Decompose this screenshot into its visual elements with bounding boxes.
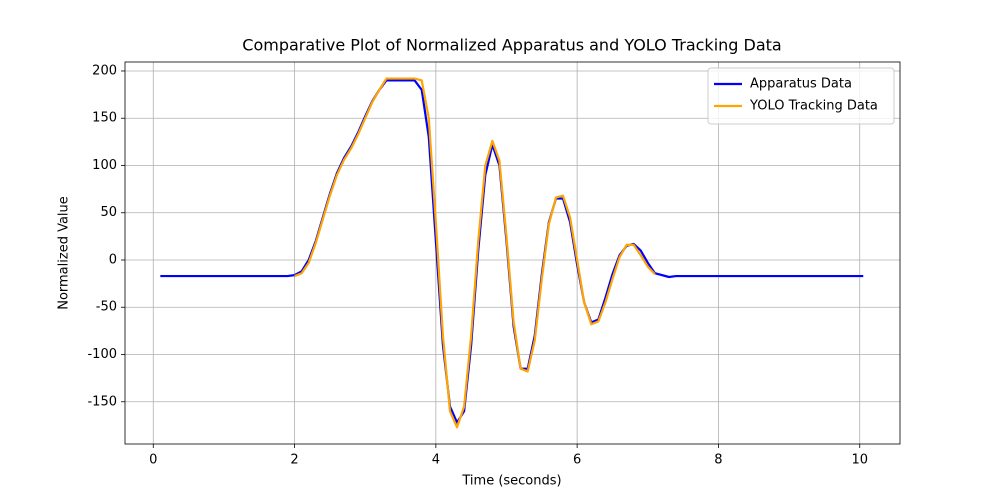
chart-title: Comparative Plot of Normalized Apparatus… — [242, 36, 781, 55]
legend-box — [707, 67, 895, 125]
x-tick-label: 2 — [290, 453, 298, 468]
x-tick-label: 6 — [573, 453, 581, 468]
y-tick-label: -100 — [87, 347, 117, 362]
y-tick-label: 200 — [92, 63, 117, 78]
y-tick-label: 100 — [92, 158, 117, 173]
y-tick-label: -150 — [87, 394, 117, 409]
y-axis-label: Normalized Value — [57, 196, 72, 310]
legend-label: YOLO Tracking Data — [749, 99, 878, 114]
y-tick-label: 0 — [109, 252, 117, 267]
plot-frame — [124, 61, 901, 445]
legend: Apparatus Data YOLO Tracking Data — [707, 67, 895, 125]
x-tick-label: 8 — [714, 453, 722, 468]
legend-label: Apparatus Data — [750, 77, 852, 92]
y-tick-label: 50 — [100, 205, 117, 220]
x-tick-label: 4 — [432, 453, 440, 468]
x-axis-label: Time (seconds) — [461, 474, 561, 489]
x-tick-label: 0 — [149, 453, 157, 468]
y-tick-label: 150 — [92, 111, 117, 126]
x-tick-label: 10 — [851, 453, 868, 468]
y-tick-label: -50 — [96, 300, 117, 315]
data-line — [294, 77, 656, 429]
